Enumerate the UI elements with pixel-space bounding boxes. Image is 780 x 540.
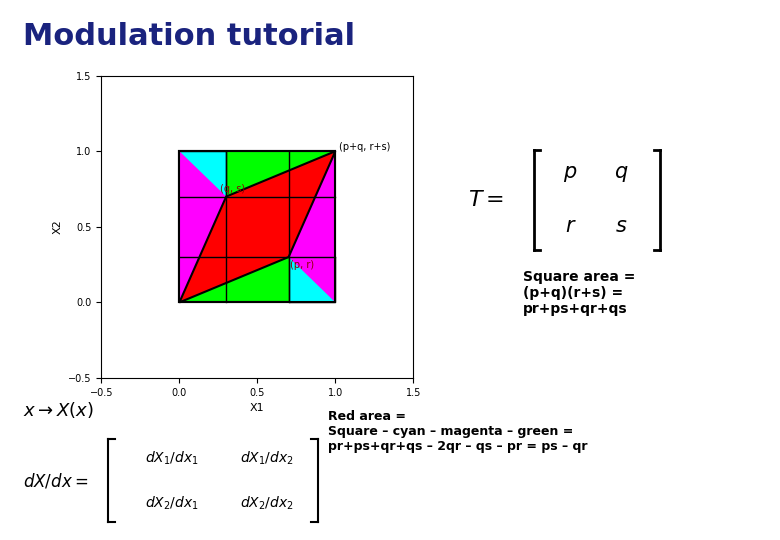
Polygon shape	[179, 151, 226, 197]
Text: $dX_1/dx_1$: $dX_1/dx_1$	[144, 449, 199, 467]
Text: $q$: $q$	[614, 164, 628, 184]
Text: (p, r): (p, r)	[290, 260, 314, 269]
Text: $s$: $s$	[615, 216, 627, 236]
Text: Modulation tutorial: Modulation tutorial	[23, 22, 356, 51]
Polygon shape	[179, 151, 226, 302]
Text: $dX_1/dx_2$: $dX_1/dx_2$	[239, 449, 293, 467]
Polygon shape	[289, 151, 335, 302]
Text: $r$: $r$	[565, 216, 576, 236]
Text: $dX_2/dx_2$: $dX_2/dx_2$	[239, 494, 293, 512]
Text: $T=$: $T=$	[468, 190, 504, 210]
Text: $dX/dx=$: $dX/dx=$	[23, 471, 89, 490]
Text: (q, s): (q, s)	[220, 184, 245, 194]
Polygon shape	[289, 257, 335, 302]
Text: $dX_2/dx_1$: $dX_2/dx_1$	[144, 494, 199, 512]
X-axis label: X1: X1	[250, 403, 264, 413]
Y-axis label: X2: X2	[52, 219, 62, 234]
Text: $p$: $p$	[563, 164, 578, 184]
Polygon shape	[179, 151, 335, 302]
Text: (p+q, r+s): (p+q, r+s)	[339, 141, 390, 152]
Text: $x \rightarrow X(x)$: $x \rightarrow X(x)$	[23, 400, 94, 420]
Polygon shape	[179, 151, 335, 302]
Text: Square area =
(p+q)(r+s) =
pr+ps+qr+qs: Square area = (p+q)(r+s) = pr+ps+qr+qs	[523, 270, 635, 316]
Text: Red area =
Square – cyan – magenta – green =
pr+ps+qr+qs – 2qr – qs – pr = ps – : Red area = Square – cyan – magenta – gre…	[328, 410, 587, 454]
